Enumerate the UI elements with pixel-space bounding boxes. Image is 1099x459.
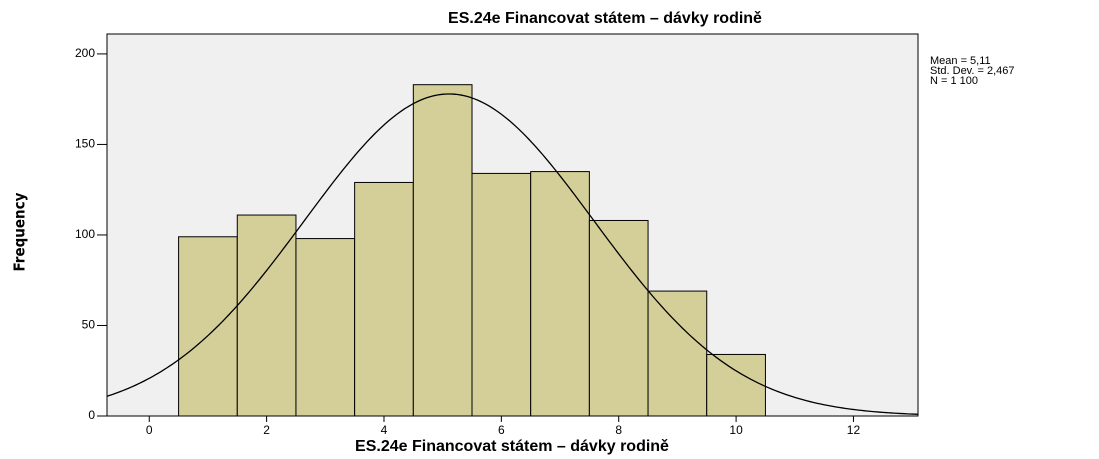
stat-n: N = 1 100 [930,75,978,87]
x-tick-label: 12 [847,423,861,437]
x-tick-label: 0 [146,423,153,437]
x-tick-label: 4 [381,423,388,437]
bar [530,171,590,417]
y-tick-label: 0 [88,408,95,422]
bar [647,290,708,417]
stat-sd: Std. Dev. = 2,467 [930,65,1015,77]
x-axis-label: ES.24e Financovat státem – dávky rodině [355,438,669,455]
bar [178,236,238,417]
y-tick-label: 150 [75,137,95,151]
bar [236,214,297,417]
bar [354,181,414,417]
x-tick-label: 10 [729,423,743,437]
y-tick-label: 100 [75,227,95,241]
bar [471,172,532,417]
stat-mean: Mean = 5,11 [930,55,991,67]
bar [706,353,766,417]
normal-curve [106,93,919,415]
x-tick-label: 2 [263,423,270,437]
bar [588,219,649,417]
bar [412,84,473,417]
x-tick-label: 8 [615,423,622,437]
x-tick-label: 6 [498,423,505,437]
y-axis-label: Frequency [11,192,29,271]
bar [295,238,356,417]
y-tick-label: 50 [82,318,96,332]
y-tick-label: 200 [75,46,95,60]
chart-title: ES.24e Financovat státem – dávky rodině [448,10,762,27]
